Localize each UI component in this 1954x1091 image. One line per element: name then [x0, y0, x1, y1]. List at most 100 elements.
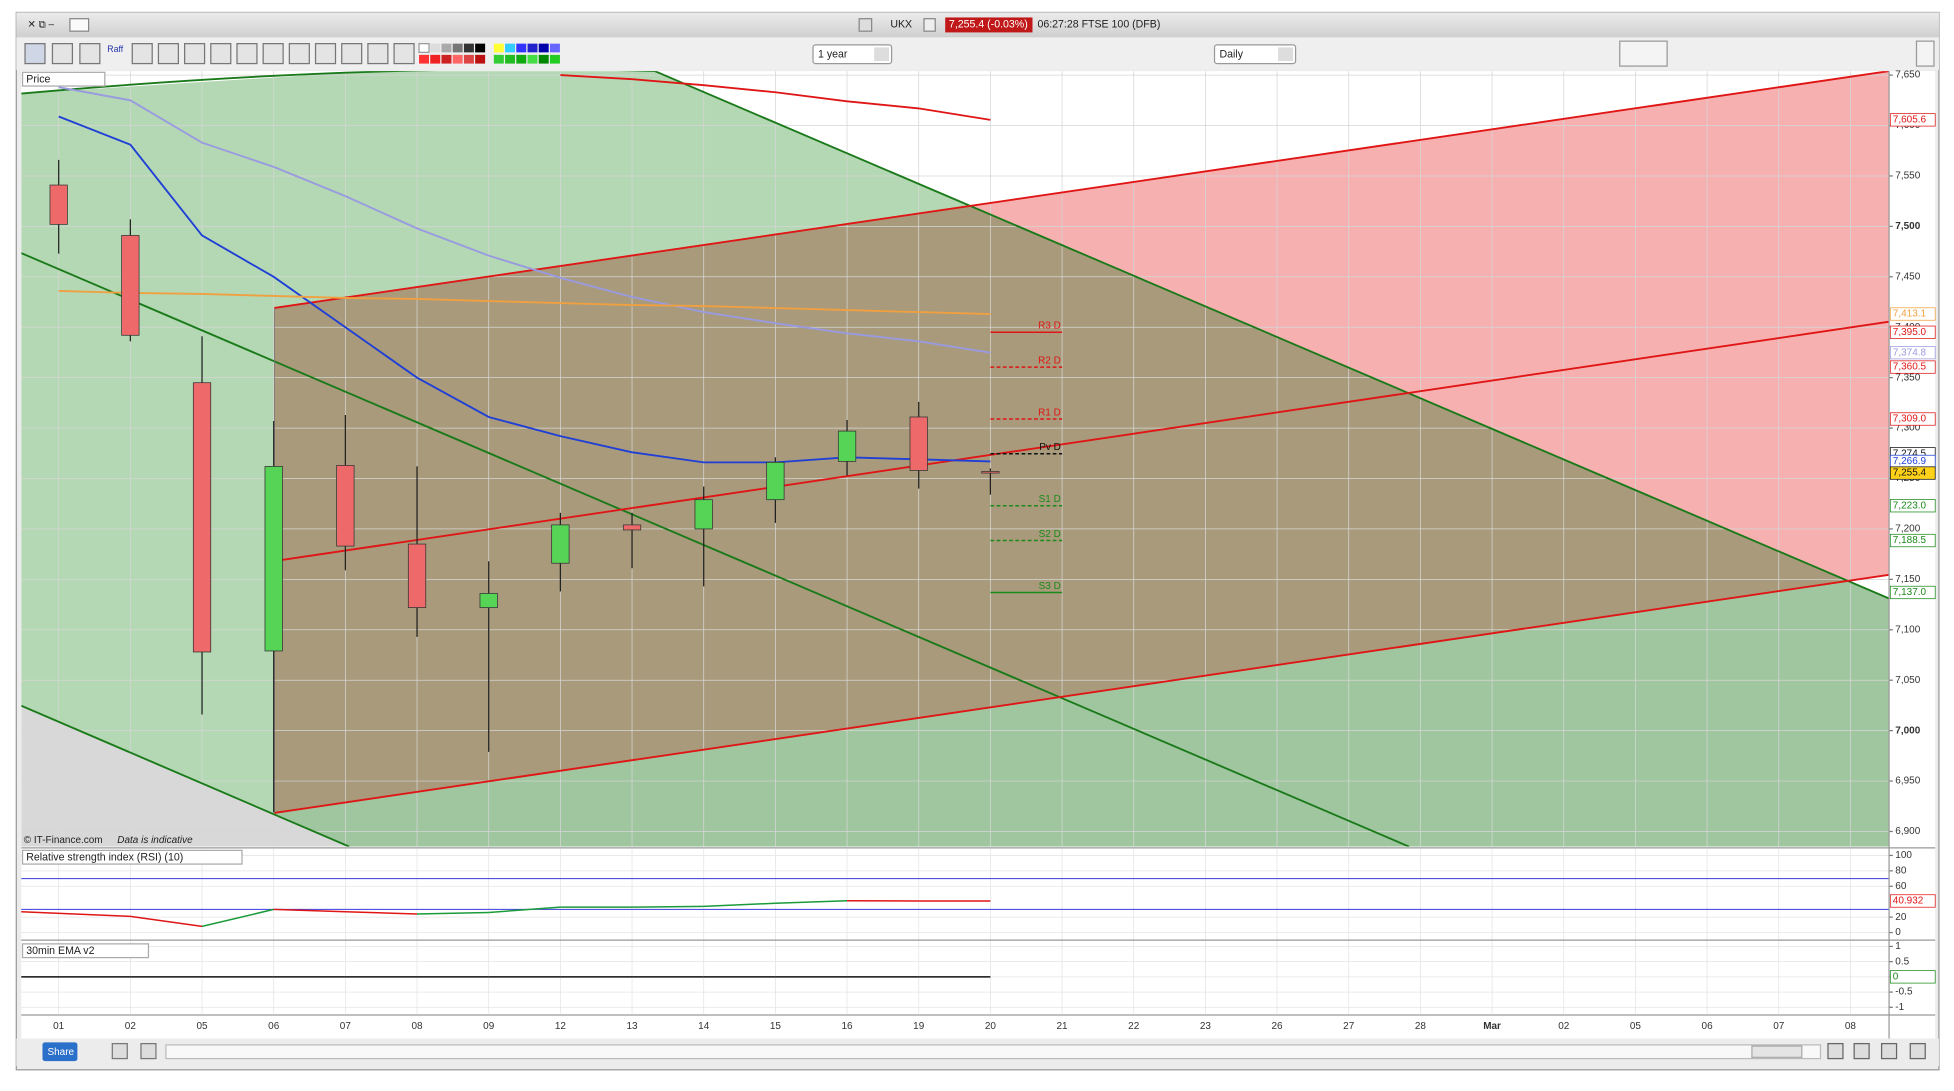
- y-tick-label: 60: [1895, 881, 1907, 892]
- x-tick-label: 09: [483, 1021, 495, 1032]
- dropdown-arrow[interactable]: [874, 47, 890, 62]
- scroll-thumb[interactable]: [1751, 1045, 1803, 1058]
- price-tag: [1889, 307, 1936, 321]
- y-tick-label: 80: [1895, 865, 1907, 876]
- y-tick-label: 7,300: [1895, 423, 1920, 434]
- pivot-label: R1 D: [1038, 407, 1061, 418]
- price-tag-label: 7,395.0: [1893, 327, 1927, 338]
- footer-icon[interactable]: [111, 1042, 128, 1060]
- x-tick-label: 05: [1630, 1021, 1642, 1032]
- x-tick-label: 27: [1343, 1021, 1355, 1032]
- x-tick-label: 20: [985, 1021, 997, 1032]
- trend-line: [274, 573, 1890, 814]
- zoom-icons[interactable]: [1827, 1042, 1926, 1060]
- y-tick-label: 1: [1895, 941, 1901, 952]
- menu-button[interactable]: [69, 18, 90, 32]
- x-tick-label: 01: [53, 1021, 65, 1032]
- color-palette[interactable]: [418, 43, 560, 64]
- chart-style-button[interactable]: [1619, 40, 1668, 67]
- tool-icons[interactable]: [24, 43, 415, 65]
- candle-body: [264, 466, 283, 652]
- y-tick-label: 7,500: [1895, 221, 1920, 232]
- price-tag-label: 7,255.4: [1893, 468, 1927, 479]
- x-tick-label: 14: [698, 1021, 710, 1032]
- x-tick-label: 19: [913, 1021, 925, 1032]
- x-tick-label: 06: [1702, 1021, 1714, 1032]
- price-tag: [1889, 533, 1936, 548]
- indicator-segment: [201, 908, 274, 928]
- panel-header: [21, 71, 106, 87]
- price-tag-label: 7,188.5: [1893, 535, 1927, 546]
- x-tick-label: 02: [1558, 1021, 1570, 1032]
- price-tag: [1889, 346, 1936, 360]
- candle-body: [622, 524, 642, 531]
- price-tag: [1889, 970, 1936, 984]
- indicator-segment: [130, 915, 203, 928]
- quote-box: [945, 17, 1033, 33]
- moving-average: [58, 86, 991, 354]
- raff-icon[interactable]: Raff: [107, 44, 123, 54]
- candle-body: [909, 416, 928, 471]
- panel-header: [21, 943, 150, 959]
- price-tag: [1889, 499, 1936, 513]
- toolbar: [16, 37, 1939, 70]
- footer-icon[interactable]: [140, 1042, 157, 1060]
- candle-body: [336, 465, 355, 547]
- period-select[interactable]: [812, 44, 893, 65]
- x-tick-label: 21: [1057, 1021, 1069, 1032]
- status: 06:27:28 FTSE 100 (DFB): [1037, 19, 1160, 31]
- window-controls[interactable]: ✕ ⧉ –: [28, 20, 55, 31]
- y-tick-label: 7,550: [1895, 171, 1920, 182]
- x-tick-label: 15: [770, 1021, 782, 1032]
- candle-body: [837, 430, 857, 462]
- pivot-label: S3 D: [1039, 581, 1061, 592]
- pivot-label: R3 D: [1038, 321, 1061, 332]
- candle-body: [981, 471, 1000, 474]
- instrument-icon[interactable]: [858, 18, 873, 32]
- pivot-label: S1 D: [1039, 494, 1061, 505]
- pink-region: [970, 71, 1890, 582]
- indicator-segment: [273, 908, 346, 913]
- trend-line: [21, 71, 655, 95]
- x-tick-label: 05: [196, 1021, 208, 1032]
- x-tick-label: 26: [1272, 1021, 1284, 1032]
- price-tag: [1889, 585, 1936, 600]
- price-tag-label: 7,309.0: [1893, 414, 1927, 425]
- indicator-segment: [417, 911, 489, 915]
- price-tag-label: 40.932: [1893, 896, 1924, 907]
- x-tick-label: 13: [626, 1021, 638, 1032]
- x-tick-label: 16: [842, 1021, 854, 1032]
- info-icon[interactable]: [923, 18, 936, 32]
- price-tag-label: 7,266.9: [1893, 456, 1927, 467]
- x-tick-label: 02: [125, 1021, 137, 1032]
- indicator-segment: [632, 905, 704, 908]
- indicator-segment: [488, 906, 561, 914]
- y-tick-label: 7,200: [1895, 524, 1920, 535]
- share-button[interactable]: [42, 1042, 78, 1062]
- y-tick-label: 7,050: [1895, 675, 1920, 686]
- interval-select[interactable]: [1213, 44, 1297, 65]
- refresh-button[interactable]: [1915, 40, 1935, 67]
- pivot-label: R2 D: [1038, 355, 1061, 366]
- y-tick-label: 0.5: [1895, 956, 1909, 967]
- dropdown-arrow[interactable]: [1278, 47, 1294, 62]
- x-tick-label: 23: [1200, 1021, 1212, 1032]
- note: Data is indicative: [117, 835, 193, 846]
- y-tick-label: 7,350: [1895, 372, 1920, 383]
- y-tick-label: 20: [1895, 912, 1907, 923]
- candle-body: [49, 184, 68, 225]
- price-tag: [1889, 113, 1936, 127]
- trend-line: [274, 71, 1890, 309]
- x-tick-label: 07: [1773, 1021, 1785, 1032]
- candle-body: [479, 593, 498, 608]
- x-tick-label: 08: [411, 1021, 423, 1032]
- scrollbar[interactable]: [165, 1044, 1822, 1060]
- x-tick-label: 08: [1845, 1021, 1857, 1032]
- quote: 7,255.4 (-0.03%): [949, 19, 1028, 31]
- panel-title: Relative strength index (RSI) (10): [26, 852, 183, 864]
- period: 1 year: [818, 49, 848, 61]
- y-tick-label: 7,450: [1895, 271, 1920, 282]
- x-tick-label: Mar: [1483, 1021, 1501, 1032]
- moving-average: [560, 74, 991, 121]
